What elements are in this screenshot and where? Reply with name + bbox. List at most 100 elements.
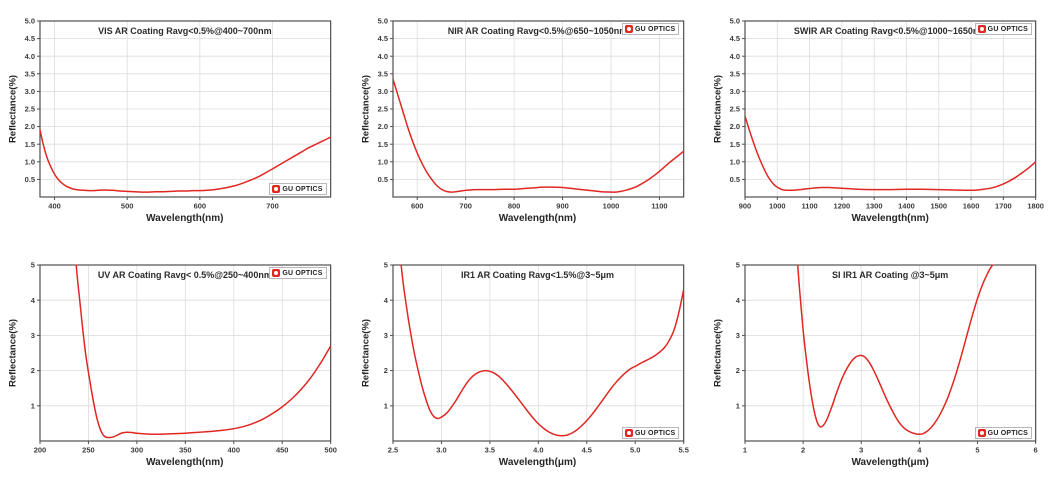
x-tick-label: 2.5 bbox=[387, 445, 397, 454]
y-tick-label: 1.0 bbox=[377, 157, 387, 166]
y-tick-label: 4.5 bbox=[377, 34, 387, 43]
gu-optics-icon bbox=[977, 25, 986, 33]
gu-optics-label: GU OPTICS bbox=[987, 25, 1028, 33]
y-tick-label: 4 bbox=[31, 296, 36, 305]
x-tick-label: 900 bbox=[739, 201, 751, 210]
x-tick-label: 1300 bbox=[866, 201, 883, 210]
y-tick-label: 3.5 bbox=[25, 69, 35, 78]
chart-panel-swir-ar: 900 1000 1100 1200 1300 1400 1500 1600 1700 1800 0… bbox=[705, 0, 1058, 244]
reflectance-curve bbox=[75, 264, 331, 439]
y-tick-label: 1.5 bbox=[730, 140, 740, 149]
plot-border bbox=[39, 20, 332, 198]
y-tick-label: 5 bbox=[383, 261, 387, 270]
x-axis-label: Wavelength(μm) bbox=[498, 457, 577, 468]
x-tick-label: 1000 bbox=[769, 201, 786, 210]
y-tick-label: 5.0 bbox=[377, 17, 387, 26]
y-tick-label: 1 bbox=[31, 401, 35, 410]
y-tick-label: 3 bbox=[736, 331, 740, 340]
reflectance-curve bbox=[745, 115, 1036, 192]
x-axis-label: Wavelength(nm) bbox=[498, 213, 577, 224]
y-tick-label: 5.0 bbox=[730, 17, 740, 26]
y-tick-label: 2.5 bbox=[25, 105, 35, 114]
x-tick-label: 900 bbox=[556, 201, 568, 210]
y-tick-label: 2.5 bbox=[377, 105, 387, 114]
x-tick-label: 3.5 bbox=[484, 445, 494, 454]
gu-optics-icon bbox=[977, 429, 986, 437]
x-tick-label: 1 bbox=[743, 445, 747, 454]
y-tick-label: 0.5 bbox=[25, 175, 35, 184]
chart-panel-ir1-ar: 2.5 3.0 3.5 4.0 4.5 5.0 5.5 1 2 3 4 5 IR1 AR Coatin… bbox=[353, 244, 706, 488]
x-tick-label: 450 bbox=[276, 445, 288, 454]
gu-optics-logo: GU OPTICS bbox=[622, 23, 680, 35]
x-tick-label: 500 bbox=[324, 445, 336, 454]
y-tick-label: 3 bbox=[31, 331, 35, 340]
x-tick-label: 300 bbox=[131, 445, 143, 454]
y-tick-label: 3.5 bbox=[377, 69, 387, 78]
x-tick-label: 6 bbox=[1034, 445, 1038, 454]
plot-border bbox=[744, 264, 1037, 442]
x-tick-label: 4.0 bbox=[533, 445, 543, 454]
x-tick-label: 1400 bbox=[898, 201, 915, 210]
y-tick-label: 1 bbox=[736, 401, 740, 410]
chart-panel-vis-ar: 400 500 600 700 0.5 1.0 1.5 2.0 2.5 3.0 3.5 4.0 4.5 5… bbox=[0, 0, 353, 244]
gu-optics-icon bbox=[272, 269, 281, 277]
x-tick-label: 700 bbox=[266, 201, 278, 210]
x-tick-label: 350 bbox=[179, 445, 191, 454]
y-axis-label: Reflectance(%) bbox=[712, 74, 724, 144]
x-tick-label: 600 bbox=[411, 201, 423, 210]
x-tick-label: 4 bbox=[918, 445, 923, 454]
x-tick-label: 250 bbox=[82, 445, 94, 454]
gu-optics-icon bbox=[625, 429, 634, 437]
x-axis-label: Wavelength(nm) bbox=[851, 213, 929, 224]
x-tick-label: 5 bbox=[976, 445, 980, 454]
y-tick-label: 2.5 bbox=[730, 105, 740, 114]
gu-optics-label: GU OPTICS bbox=[987, 429, 1028, 437]
gu-optics-logo: GU OPTICS bbox=[269, 267, 327, 279]
chart-panel-nir-ar: 600 700 800 900 1000 1100 0.5 1.0 1.5 2.0 2.5 3.0 3.… bbox=[353, 0, 706, 244]
gu-optics-label: GU OPTICS bbox=[635, 429, 676, 437]
plot-border bbox=[39, 264, 332, 442]
plot-border bbox=[392, 20, 684, 198]
y-tick-label: 3.5 bbox=[730, 69, 740, 78]
x-tick-label: 2 bbox=[801, 445, 805, 454]
y-tick-label: 2 bbox=[736, 366, 740, 375]
gu-optics-logo: GU OPTICS bbox=[974, 427, 1032, 439]
x-tick-label: 1700 bbox=[995, 201, 1012, 210]
x-tick-label: 5.0 bbox=[630, 445, 640, 454]
plot-border bbox=[744, 20, 1037, 198]
y-tick-label: 3.0 bbox=[25, 87, 35, 96]
reflectance-curve bbox=[392, 78, 684, 193]
gu-optics-label: GU OPTICS bbox=[635, 25, 676, 33]
gu-optics-label: GU OPTICS bbox=[282, 185, 323, 193]
y-tick-label: 4.0 bbox=[377, 52, 387, 61]
x-tick-label: 5.5 bbox=[678, 445, 688, 454]
gu-optics-label: GU OPTICS bbox=[282, 269, 323, 277]
y-tick-label: 4.0 bbox=[730, 52, 740, 61]
x-tick-label: 800 bbox=[508, 201, 520, 210]
plot-svg-ir1-ar: 2.5 3.0 3.5 4.0 4.5 5.0 5.5 1 2 3 4 5 bbox=[383, 261, 688, 455]
y-tick-label: 4 bbox=[383, 296, 388, 305]
x-axis-label: Wavelength(nm) bbox=[146, 457, 224, 468]
x-axis-label: Wavelength(μm) bbox=[851, 457, 929, 468]
y-tick-label: 1 bbox=[383, 401, 387, 410]
x-axis-label: Wavelength(nm) bbox=[146, 213, 224, 224]
y-tick-label: 3.0 bbox=[730, 87, 740, 96]
plot-svg-vis-ar: 400 500 600 700 0.5 1.0 1.5 2.0 2.5 3.0 3.5 4.0 4.5 5… bbox=[25, 17, 332, 211]
x-tick-label: 600 bbox=[194, 201, 206, 210]
y-tick-label: 4 bbox=[736, 296, 741, 305]
y-tick-label: 0.5 bbox=[377, 175, 387, 184]
x-tick-label: 200 bbox=[34, 445, 46, 454]
y-axis-label: Reflectance(%) bbox=[7, 318, 19, 388]
x-tick-label: 1100 bbox=[651, 201, 667, 210]
y-tick-label: 5 bbox=[736, 261, 740, 270]
y-tick-label: 4.5 bbox=[730, 34, 740, 43]
x-tick-label: 1000 bbox=[602, 201, 619, 210]
x-tick-label: 1500 bbox=[931, 201, 948, 210]
y-axis-label: Reflectance(%) bbox=[712, 318, 724, 388]
y-tick-label: 1.5 bbox=[25, 140, 35, 149]
gu-optics-icon bbox=[272, 185, 281, 193]
plot-svg-swir-ar: 900 1000 1100 1200 1300 1400 1500 1600 1700 1800 0… bbox=[730, 17, 1044, 211]
x-tick-label: 400 bbox=[48, 201, 60, 210]
